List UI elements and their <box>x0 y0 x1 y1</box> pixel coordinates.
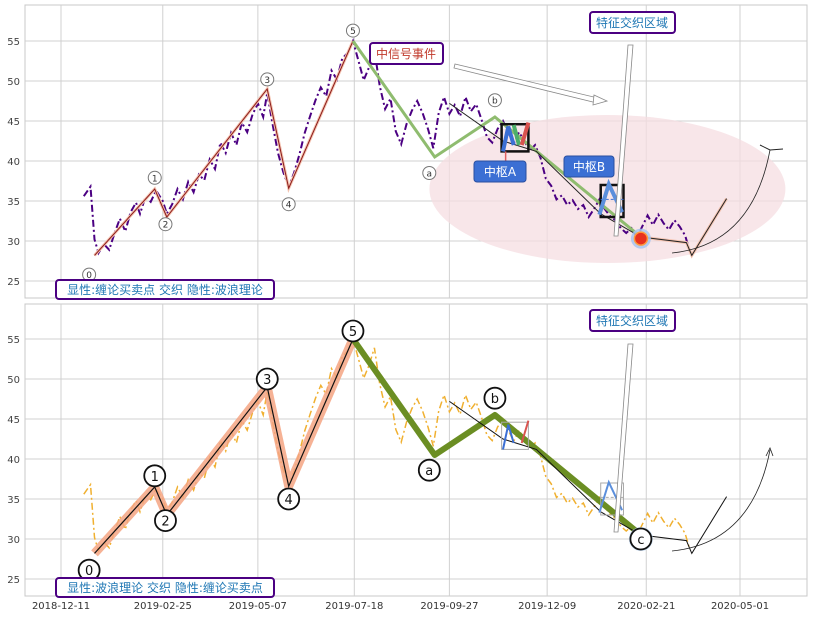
y-tick-label: 35 <box>7 197 20 208</box>
projection-bracket <box>759 144 784 151</box>
wave-label-circle <box>483 386 507 410</box>
wave-label-text: 0 <box>86 271 92 281</box>
bottom-footer-label-box: 显性:波浪理论 交织 隐性:缠论买卖点 <box>55 577 275 598</box>
zone-arrow-shaft <box>613 44 634 237</box>
signal-arrow-head <box>592 94 609 106</box>
wave-label-circle <box>345 23 360 38</box>
wave-label-text: 4 <box>285 493 293 508</box>
wave-label-text: 2 <box>161 515 169 530</box>
y-tick-label: 55 <box>7 37 20 48</box>
top-footer-label-box: 显性:缠论买卖点 交织 隐性:波浪理论 <box>55 279 275 300</box>
x-tick-label: 2020-05-01 <box>711 601 769 612</box>
y-tick-label: 35 <box>7 495 20 506</box>
y-tick-label: 30 <box>7 535 20 546</box>
buy-point-marker <box>633 231 649 246</box>
wave-label-text: 2 <box>163 221 169 231</box>
pivot-a-stroke-red <box>520 420 530 444</box>
x-tick-label: 2019-09-27 <box>420 601 478 612</box>
wave-label-circle <box>158 217 173 232</box>
pivot-b-label: 中枢B <box>573 159 605 174</box>
y-tick-label: 40 <box>7 157 20 168</box>
bottom-zone-label-box: 特征交织区域 <box>589 309 676 332</box>
wave-label-circle <box>417 458 441 482</box>
wave-label-circle <box>255 367 279 391</box>
pivot-a-label: 中枢A <box>484 164 517 179</box>
pivot-a-stroke-blue <box>502 424 515 450</box>
y-tick-label: 50 <box>7 77 20 88</box>
pivot-a-label-box: 中枢A <box>473 160 527 183</box>
pivot-b-box <box>600 482 624 516</box>
wave-label-text: 3 <box>264 76 270 86</box>
wave-label-text: c <box>637 533 644 548</box>
x-axis: 2018-12-11 2019-02-25 2019-05-07 2019-07-18… <box>32 601 769 612</box>
wave-label-text: a <box>427 170 433 180</box>
wave-label-circle <box>277 487 301 511</box>
wave-label-text: b <box>492 97 498 107</box>
plot-frame <box>24 303 808 597</box>
wave-label-text: 4 <box>286 201 292 211</box>
y-tick-label: 25 <box>7 277 20 288</box>
x-tick-label: 2019-05-07 <box>229 601 287 612</box>
future-path-line <box>640 198 728 257</box>
wave-label-circle <box>154 509 177 532</box>
wave-label-text: b <box>491 392 499 407</box>
x-tick-label: 2019-02-25 <box>134 601 192 612</box>
projection-arrow-head <box>765 447 774 457</box>
pivot-b-box <box>599 183 625 219</box>
wave-label-text: 1 <box>152 174 158 184</box>
correction-wave-line <box>350 337 643 538</box>
y-tick-label: 45 <box>7 415 20 426</box>
wave-label-circle <box>281 197 296 212</box>
wave-label-text: 3 <box>263 373 271 388</box>
wave-label-text: 5 <box>350 27 356 37</box>
wave-label-circle <box>487 93 502 108</box>
projection-curve <box>671 449 771 552</box>
wave-label-text: 5 <box>349 325 357 340</box>
y-tick-label: 25 <box>7 575 20 586</box>
price-series-line <box>82 38 691 256</box>
pivot-a-stroke-red <box>519 122 531 146</box>
wave-label-circle <box>147 170 162 185</box>
wave-label-text: 0 <box>85 564 93 579</box>
x-tick-label: 2018-12-11 <box>32 601 90 612</box>
top-zone-label-box: 特征交织区域 <box>589 11 676 34</box>
x-tick-label: 2019-12-09 <box>518 601 576 612</box>
bottom-zone-label: 特征交织区域 <box>596 313 668 328</box>
bottom-footer-label: 显性:波浪理论 交织 隐性:缠论买卖点 <box>67 580 263 595</box>
wave-label-circle <box>422 166 437 180</box>
pivot-a-stroke-blue <box>501 126 516 152</box>
bi-line <box>449 102 642 238</box>
y-tick-label: 40 <box>7 455 20 466</box>
wave-label-circle <box>341 319 365 343</box>
wave-label-text: a <box>425 464 433 479</box>
projection-curve <box>671 149 771 254</box>
y-tick-label: 50 <box>7 375 20 386</box>
pivot-a-box <box>501 421 529 450</box>
wave-label-circle <box>260 72 275 87</box>
pivot-a-stroke-green <box>511 124 521 146</box>
top-zone-label: 特征交织区域 <box>596 15 668 30</box>
top-footer-label: 显性:缠论买卖点 交织 隐性:波浪理论 <box>67 282 263 297</box>
wave-label-circle <box>629 527 653 551</box>
bi-line <box>449 400 728 555</box>
x-tick-label: 2020-02-21 <box>617 601 675 612</box>
signal-event-label-box: 中信号事件 <box>369 42 444 65</box>
signal-event-label: 中信号事件 <box>376 46 436 61</box>
y-tick-label: 55 <box>7 335 20 346</box>
zone-arrow-shaft <box>613 343 634 533</box>
impulse-wave-line <box>94 338 354 554</box>
pivot-b-label-box: 中枢B <box>563 155 615 178</box>
x-tick-label: 2019-07-18 <box>325 601 383 612</box>
y-tick-label: 30 <box>7 237 20 248</box>
impulse-wave-line <box>94 40 354 256</box>
wave-label-text: 1 <box>151 470 159 485</box>
y-tick-label: 45 <box>7 117 20 128</box>
pivot-a-box <box>500 122 530 153</box>
wave-label-circle <box>143 464 167 488</box>
